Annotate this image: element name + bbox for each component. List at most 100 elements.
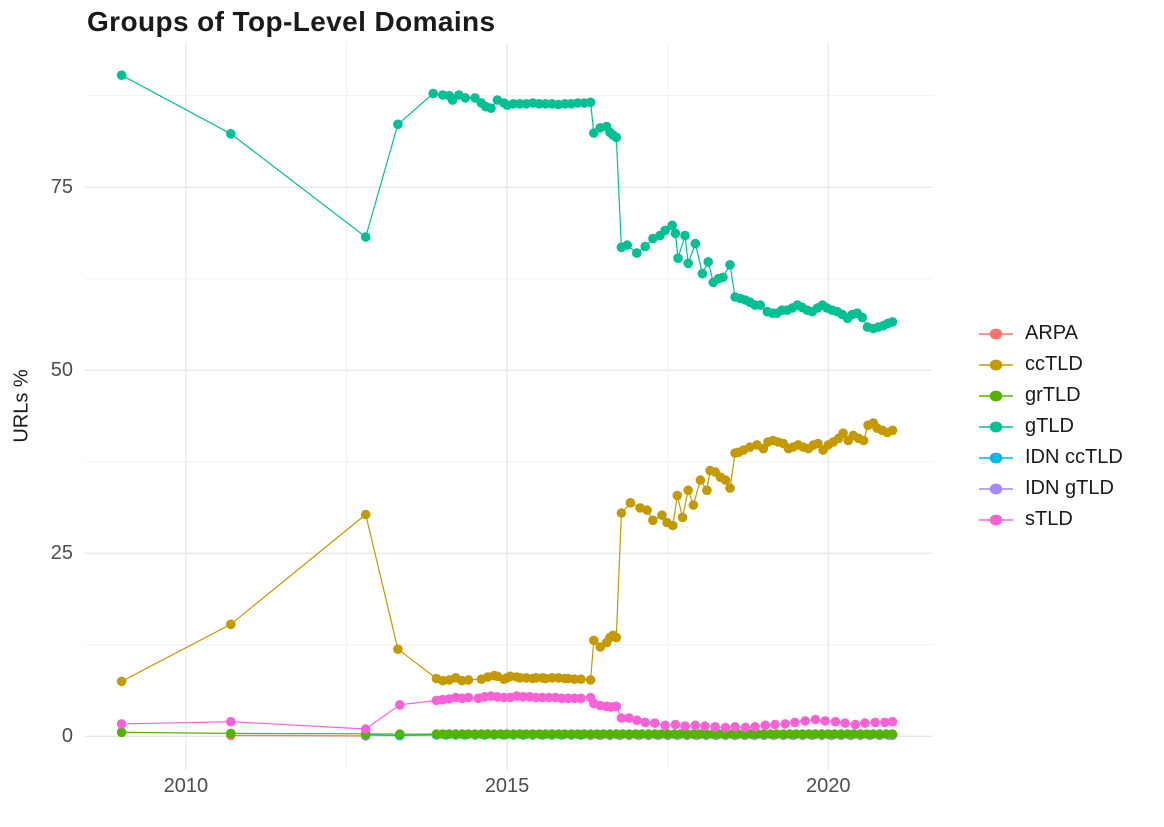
data-point-stld: [870, 717, 880, 728]
data-point-stld: [770, 719, 780, 730]
data-point-stld: [800, 716, 810, 726]
legend-key-icon: [979, 421, 1013, 432]
data-point-stld: [880, 717, 890, 728]
data-point-gtld: [611, 132, 622, 143]
data-point-cctld: [702, 485, 712, 496]
data-point-gtld: [393, 119, 403, 130]
data-point-stld: [700, 721, 710, 731]
data-point-stld: [790, 717, 800, 728]
data-point-cctld: [838, 428, 848, 439]
data-point-gtld: [673, 253, 683, 263]
data-point-grtld: [887, 729, 898, 739]
data-point-stld: [820, 716, 830, 726]
legend-label-idn-cctld: IDN ccTLD: [1025, 446, 1123, 468]
data-point-stld: [632, 715, 642, 725]
data-point-stld: [780, 719, 790, 729]
legend-item-stld: sTLD: [979, 504, 1123, 535]
data-point-cctld: [677, 512, 688, 523]
series-line-arpa: [230, 734, 366, 737]
data-point-cctld: [858, 435, 869, 446]
data-point-cctld: [589, 635, 599, 646]
data-point-stld: [226, 716, 236, 727]
data-point-gtld: [116, 70, 127, 80]
data-point-stld: [650, 718, 660, 728]
data-point-stld: [740, 722, 751, 733]
data-point-cctld: [725, 483, 735, 493]
legend-key-icon: [979, 359, 1013, 370]
y-tick-label: 75: [50, 176, 73, 199]
data-point-stld: [720, 722, 731, 733]
data-point-gtld: [585, 97, 596, 108]
data-point-gtld: [589, 128, 599, 138]
data-point-gtld: [667, 220, 677, 231]
data-point-cctld: [657, 510, 667, 520]
legend: ARPA ccTLD grTLD gTLD IDN ccTLD IDN gTLD sTLD: [979, 318, 1123, 535]
data-point-stld: [860, 718, 870, 728]
data-point-grtld: [395, 729, 405, 739]
data-point-cctld: [672, 490, 683, 501]
data-point-stld: [463, 692, 474, 703]
legend-label-gtld: gTLD: [1025, 415, 1074, 437]
legend-item-idn-cctld: IDN ccTLD: [979, 442, 1123, 473]
data-point-gtld: [360, 232, 371, 242]
x-tick-label: 2015: [484, 775, 530, 797]
data-point-cctld: [226, 619, 236, 630]
data-point-stld: [395, 700, 405, 710]
data-point-stld: [840, 718, 850, 728]
data-point-cctld: [393, 644, 403, 654]
data-point-gtld: [725, 260, 735, 270]
x-tick-label: 2010: [163, 775, 209, 797]
data-point-stld: [750, 722, 760, 732]
data-point-stld: [810, 714, 821, 725]
data-point-cctld: [668, 520, 678, 531]
legend-label-stld: sTLD: [1025, 508, 1073, 530]
data-point-gtld: [718, 272, 728, 283]
data-point-stld: [611, 701, 622, 712]
data-point-gtld: [447, 95, 458, 105]
data-point-cctld: [887, 425, 898, 436]
data-point-gtld: [680, 230, 690, 241]
data-point-cctld: [695, 475, 706, 485]
data-point-cctld: [642, 505, 652, 515]
legend-key-icon: [979, 328, 1013, 339]
legend-key-icon: [979, 390, 1013, 401]
y-tick-label: 0: [61, 725, 73, 748]
data-point-stld: [690, 720, 701, 731]
legend-item-arpa: ARPA: [979, 318, 1123, 349]
data-point-stld: [616, 713, 627, 723]
legend-item-gtld: gTLD: [979, 411, 1123, 442]
data-point-stld: [830, 716, 841, 727]
data-point-cctld: [625, 498, 636, 508]
legend-item-cctld: ccTLD: [979, 349, 1123, 380]
data-point-stld: [760, 720, 771, 731]
legend-key-icon: [979, 514, 1013, 525]
chart-title: Groups of Top-Level Domains: [87, 6, 496, 37]
data-point-gtld: [470, 93, 480, 103]
data-point-gtld: [697, 268, 708, 279]
y-tick-label: 25: [50, 542, 73, 565]
data-point-stld: [640, 717, 650, 728]
data-point-gtld: [428, 88, 439, 99]
x-tick-label: 2020: [806, 775, 851, 797]
data-point-cctld: [576, 674, 586, 684]
data-point-stld: [850, 719, 861, 730]
data-point-gtld: [640, 241, 650, 252]
data-point-gtld: [755, 300, 765, 310]
data-point-grtld: [226, 728, 236, 739]
data-point-stld: [730, 722, 740, 732]
data-point-cctld: [360, 509, 371, 520]
data-point-cctld: [463, 675, 474, 685]
legend-key-icon: [979, 483, 1013, 494]
legend-label-idn-gtld: IDN gTLD: [1025, 477, 1114, 499]
data-point-cctld: [648, 515, 658, 526]
data-point-gtld: [660, 225, 670, 236]
data-point-cctld: [116, 676, 127, 687]
data-point-gtld: [632, 248, 642, 258]
data-point-grtld: [116, 727, 127, 738]
data-point-gtld: [887, 317, 898, 327]
data-point-gtld: [703, 257, 713, 267]
data-point-cctld: [683, 485, 693, 496]
data-point-stld: [670, 719, 681, 730]
data-point-stld: [116, 719, 127, 729]
